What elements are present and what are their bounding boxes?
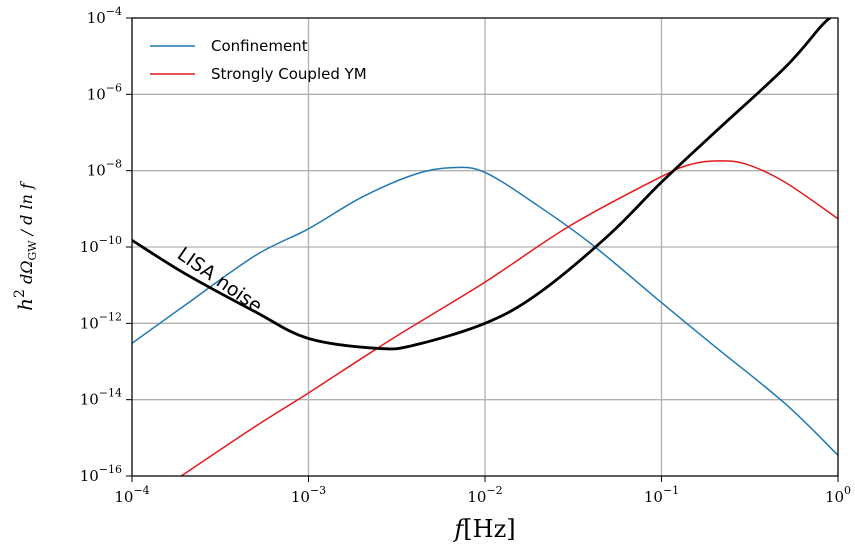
y-tick-label: 10−16	[80, 463, 122, 485]
series-confinement	[132, 166, 838, 456]
y-tick-label: 10−12	[80, 310, 122, 332]
legend-label-strongly-coupled-ym: Strongly Coupled YM	[211, 65, 367, 83]
y-axis-label: h2 dΩGW / d ln f	[12, 180, 39, 311]
x-tick-label: 10−3	[291, 484, 326, 506]
y-tick-label: 10−10	[80, 234, 122, 256]
x-tick-label: 10−2	[467, 484, 502, 506]
series-group	[132, 18, 838, 476]
series-3	[132, 18, 832, 351]
ticks: 10−4 10−3 10−2 10−1 100 10−16 10−14 10−12 10−10 1…	[80, 5, 851, 506]
legend-label-confinement: Confinement	[211, 37, 308, 55]
x-axis-label: f[Hz]	[452, 515, 515, 543]
series-strongly-coupled-ym	[180, 160, 838, 476]
x-tick-label: 10−1	[644, 484, 679, 506]
y-tick-label: 10−6	[87, 81, 122, 103]
y-tick-label: 10−4	[87, 5, 122, 27]
y-tick-label: 10−14	[80, 387, 122, 409]
y-tick-label: 10−8	[87, 158, 122, 180]
x-tick-label: 100	[825, 484, 851, 506]
legend: Confinement Strongly Coupled YM	[150, 37, 367, 83]
x-tick-label: 10−4	[114, 484, 149, 506]
